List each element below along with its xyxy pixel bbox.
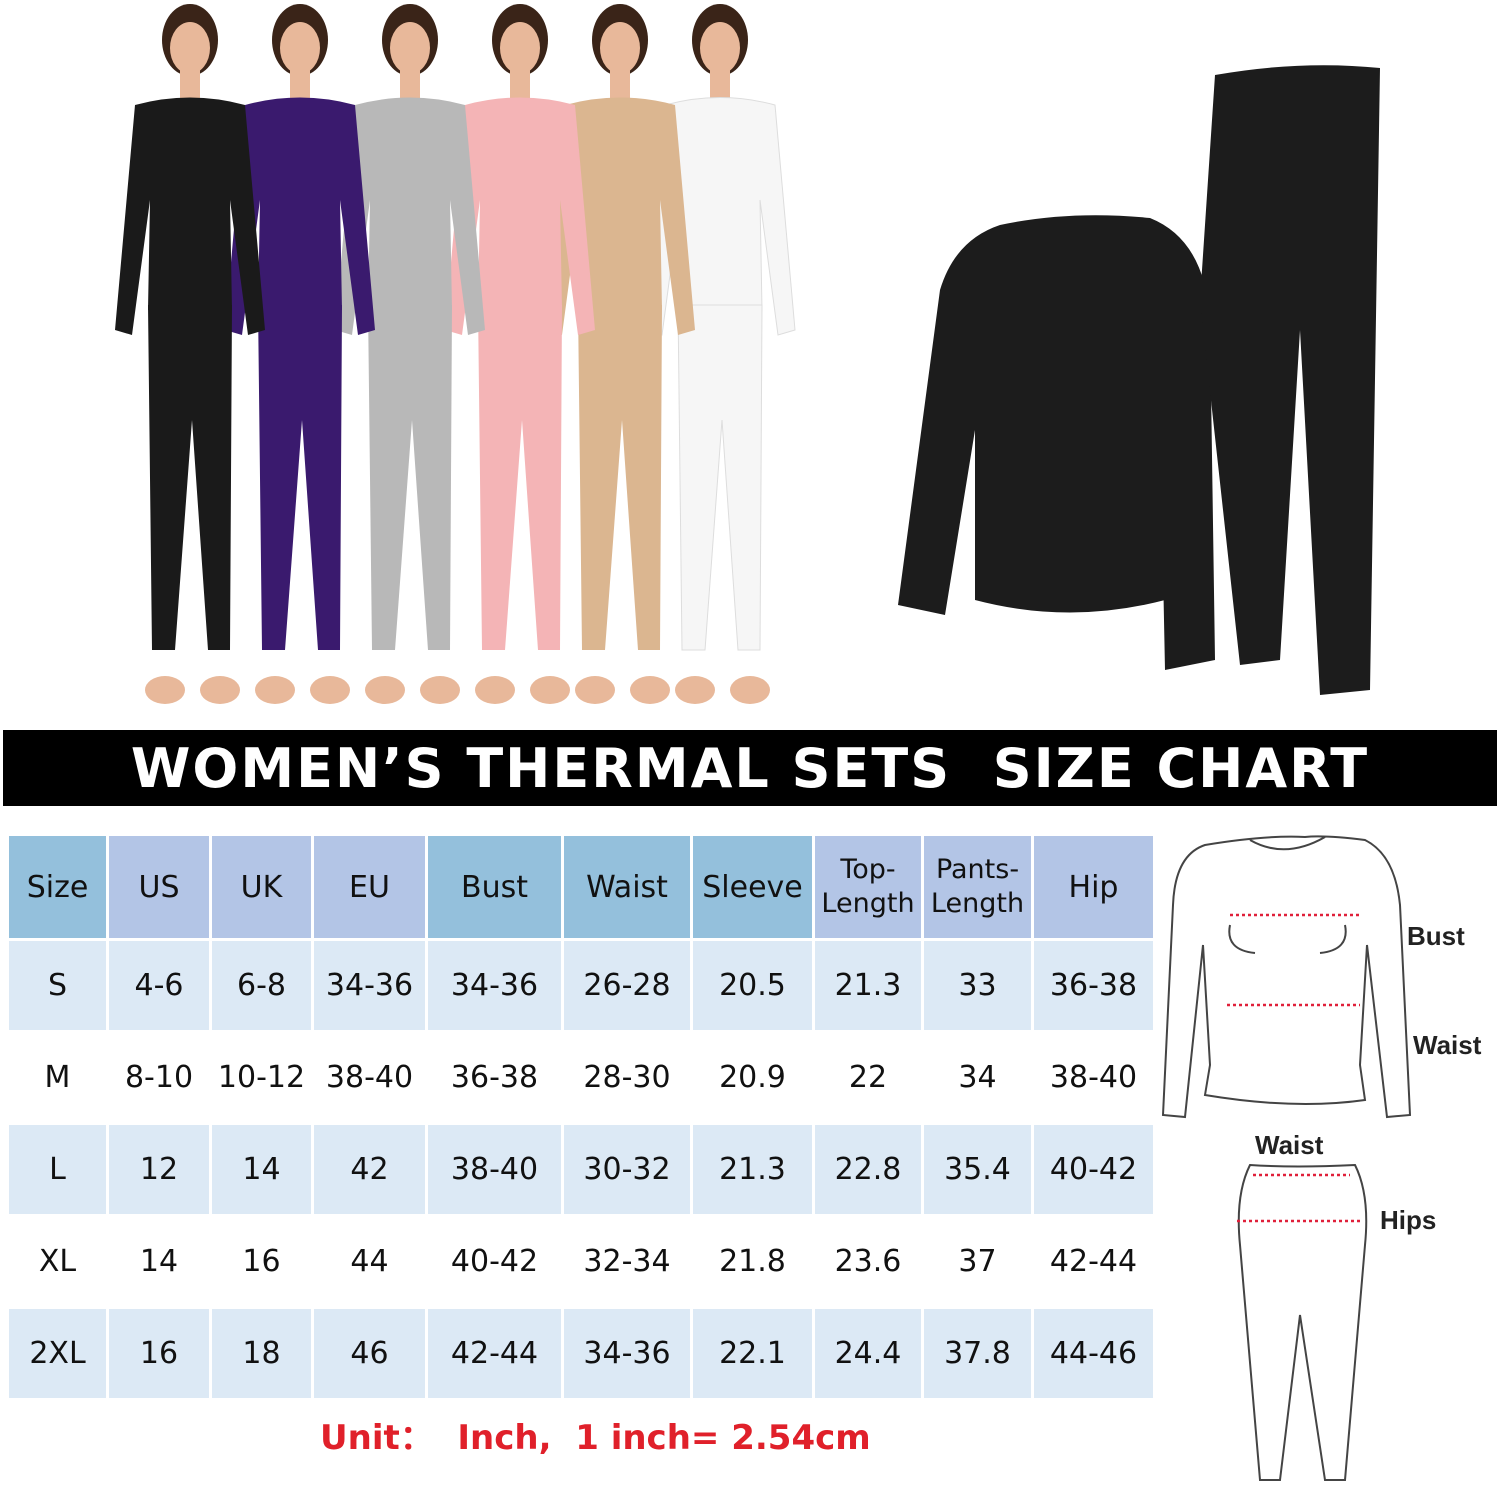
table-cell: 21.3 (815, 941, 921, 1030)
table-cell: 35.4 (924, 1125, 1031, 1214)
table-row: M 8-10 10-12 38-40 36-38 28-30 20.9 22 34 38-40 (9, 1033, 1153, 1122)
table-cell: 20.5 (693, 941, 812, 1030)
model-figure (335, 4, 485, 704)
table-cell: 38-40 (428, 1125, 561, 1214)
table-cell: 14 (109, 1217, 209, 1306)
table-cell: 40-42 (1034, 1125, 1153, 1214)
table-cell: 14 (212, 1125, 311, 1214)
table-cell: 34-36 (314, 941, 425, 1030)
table-cell: 46 (314, 1309, 425, 1398)
product-photos (115, 4, 1380, 704)
table-cell: S (9, 941, 106, 1030)
header-cell: Pants- Length (924, 836, 1031, 938)
table-cell: 28-30 (564, 1033, 690, 1122)
table-row: S 4-6 6-8 34-36 34-36 26-28 20.5 21.3 33 36-38 (9, 941, 1153, 1030)
table-cell: 21.3 (693, 1125, 812, 1214)
header-cell: Hip (1034, 836, 1153, 938)
header-cell: Size (9, 836, 106, 938)
table-cell: 37 (924, 1217, 1031, 1306)
table-cell: 34-36 (564, 1309, 690, 1398)
header-cell: Waist (564, 836, 690, 938)
table-cell: 44 (314, 1217, 425, 1306)
table-cell: XL (9, 1217, 106, 1306)
model-figure (445, 4, 595, 704)
table-cell: 21.8 (693, 1217, 812, 1306)
table-cell: 33 (924, 941, 1031, 1030)
diagram-label-bust: Bust (1407, 921, 1465, 951)
table-cell: 2XL (9, 1309, 106, 1398)
diagram-label-hips: Hips (1380, 1205, 1437, 1235)
table-header-row: Size US UK EU Bust Waist Sleeve Top- Length Pant… (9, 836, 1153, 938)
header-cell: Top- Length (815, 836, 921, 938)
header-cell: Sleeve (693, 836, 812, 938)
table-cell: 36-38 (428, 1033, 561, 1122)
header-cell: US (109, 836, 209, 938)
model-figure (225, 4, 375, 704)
table-cell: 40-42 (428, 1217, 561, 1306)
table-cell: 36-38 (1034, 941, 1153, 1030)
table-cell: 16 (212, 1217, 311, 1306)
diagram-label-pants-waist: Waist (1255, 1130, 1324, 1160)
table-cell: 24.4 (815, 1309, 921, 1398)
header-cell: UK (212, 836, 311, 938)
table-row: 2XL 16 18 46 42-44 34-36 22.1 24.4 37.8 44-46 (9, 1309, 1153, 1398)
table-cell: 42-44 (1034, 1217, 1153, 1306)
table-cell: 16 (109, 1309, 209, 1398)
table-cell: 32-34 (564, 1217, 690, 1306)
flatlay-top-and-leggings (898, 65, 1380, 695)
table-cell: 20.9 (693, 1033, 812, 1122)
table-cell: 22.8 (815, 1125, 921, 1214)
header-cell: EU (314, 836, 425, 938)
table-cell: 37.8 (924, 1309, 1031, 1398)
unit-note: Unit： Inch, 1 inch= 2.54cm (320, 1418, 871, 1458)
table-cell: 22.1 (693, 1309, 812, 1398)
size-chart-banner: WOMEN’S THERMAL SETS SIZE CHART (3, 730, 1497, 806)
table-cell: 38-40 (314, 1033, 425, 1122)
table-cell: 38-40 (1034, 1033, 1153, 1122)
table-row: XL 14 16 44 40-42 32-34 21.8 23.6 37 42-44 (9, 1217, 1153, 1306)
table-cell: 44-46 (1034, 1309, 1153, 1398)
size-chart-title: WOMEN’S THERMAL SETS SIZE CHART (130, 736, 1370, 800)
header-cell: Bust (428, 836, 561, 938)
table-cell: 34 (924, 1033, 1031, 1122)
table-cell: 42 (314, 1125, 425, 1214)
table-cell: 10-12 (212, 1033, 311, 1122)
table-cell: 30-32 (564, 1125, 690, 1214)
table-cell: 42-44 (428, 1309, 561, 1398)
table-cell: L (9, 1125, 106, 1214)
garment-outline-icon (1161, 835, 1412, 1481)
table-cell: 23.6 (815, 1217, 921, 1306)
size-table: Size US UK EU Bust Waist Sleeve Top- Length Pant… (6, 833, 1156, 1401)
table-cell: 12 (109, 1125, 209, 1214)
table-cell: 26-28 (564, 941, 690, 1030)
table-cell: 22 (815, 1033, 921, 1122)
table-cell: 6-8 (212, 941, 311, 1030)
table-cell: 18 (212, 1309, 311, 1398)
table-cell: 34-36 (428, 941, 561, 1030)
measurement-diagram: Bust Waist Waist Hips (1155, 825, 1500, 1495)
table-cell: 4-6 (109, 941, 209, 1030)
diagram-label-top-waist: Waist (1413, 1030, 1482, 1060)
table-cell: M (9, 1033, 106, 1122)
table-row: L 12 14 42 38-40 30-32 21.3 22.8 35.4 40-42 (9, 1125, 1153, 1214)
model-figure (115, 4, 265, 704)
table-cell: 8-10 (109, 1033, 209, 1122)
